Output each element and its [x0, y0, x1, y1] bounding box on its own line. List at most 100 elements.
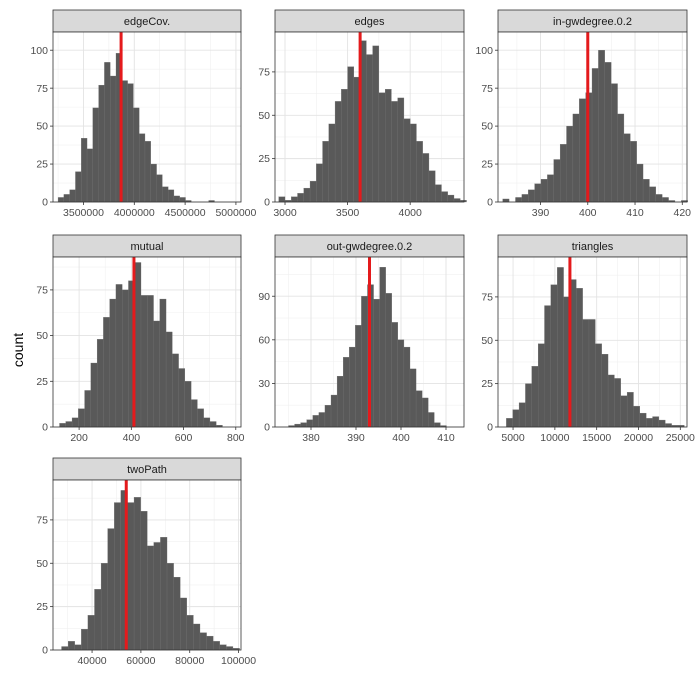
x-tick-label: 3500 [336, 207, 360, 219]
panel-mutual: mutual 0 25 50 75 200 400 600 800 [36, 234, 245, 444]
histogram-bar [65, 421, 73, 428]
y-tick-label: 25 [36, 376, 48, 388]
histogram-bar [601, 353, 609, 428]
histogram-bar [140, 295, 148, 428]
y-tick-label: 0 [264, 197, 270, 209]
histogram-bar [391, 322, 398, 428]
histogram-bar [180, 597, 187, 651]
histogram-bar [103, 317, 110, 428]
histogram-bar [104, 62, 111, 203]
y-axis-in-gwdegree-0-2: 0 25 50 75 100 [475, 45, 498, 209]
histogram-bar [528, 189, 535, 203]
y-tick-label: 25 [258, 153, 270, 165]
histogram-bar [617, 113, 625, 203]
histogram-bar [441, 191, 448, 203]
x-axis-edges: 3000 3500 4000 [273, 202, 422, 219]
histogram-bar [649, 186, 656, 203]
y-tick-label: 50 [36, 121, 48, 133]
histogram-bar [316, 163, 323, 203]
histogram-bar [595, 343, 602, 428]
x-tick-label: 80000 [175, 655, 204, 667]
strip-title-twopath: twoPath [127, 464, 167, 476]
histogram-bar [623, 133, 631, 203]
x-tick-label: 100000 [221, 655, 256, 667]
histogram-bar [512, 409, 520, 428]
histogram-bar [67, 641, 75, 651]
histogram-bar [409, 368, 417, 428]
histogram-bar [642, 179, 650, 203]
histogram-bar [206, 635, 214, 651]
bars-twopath [61, 490, 240, 651]
panel-border-edgecov [52, 31, 242, 203]
histogram-bar [391, 101, 398, 203]
x-axis-triangles: 5000 10000 15000 20000 25000 [501, 427, 695, 444]
strip-title-edges: edges [355, 16, 385, 28]
histogram-bar [74, 644, 82, 651]
histogram-bar [630, 141, 637, 203]
histogram-bar [167, 189, 175, 203]
histogram-bar [140, 511, 148, 651]
y-axis-mutual: 0 25 50 75 [36, 285, 53, 434]
x-tick-label: 40000 [77, 655, 106, 667]
histogram-bar [213, 641, 220, 651]
histogram-bar [86, 148, 93, 203]
histogram-bar [591, 68, 599, 203]
histogram-bar [515, 197, 523, 203]
histogram-bar [297, 193, 304, 203]
y-tick-label: 0 [42, 422, 48, 434]
histogram-bar [646, 418, 653, 428]
y-axis-twopath: 0 25 50 75 [36, 514, 53, 657]
x-tick-label: 25000 [666, 432, 695, 444]
x-tick-label: 4500000 [165, 207, 206, 219]
histogram-bar [153, 542, 161, 651]
histogram-bar [179, 197, 186, 203]
panel-border-in-gwdegree-0-2 [497, 31, 688, 203]
histogram-bar [639, 412, 647, 428]
histogram-bar [322, 141, 329, 203]
histogram-bar [61, 646, 69, 651]
histogram-bar [658, 419, 666, 428]
histogram-bar [278, 196, 286, 203]
histogram-bar [92, 107, 99, 203]
histogram-bar [372, 45, 380, 203]
histogram-bar [553, 159, 561, 203]
histogram-bar [190, 399, 198, 428]
histogram-bar [343, 357, 350, 428]
histogram-bar [173, 576, 181, 651]
x-axis-in-gwdegree-0-2: 390 400 410 420 [532, 202, 691, 219]
y-tick-label: 30 [258, 378, 270, 390]
histogram-bar [557, 267, 564, 428]
histogram-bar [620, 395, 628, 428]
histogram-bar [534, 183, 542, 203]
histogram-bar [366, 54, 373, 203]
histogram-bar [303, 187, 311, 203]
y-axis-edges: 0 25 50 75 [258, 66, 275, 209]
y-axis-out-gwdegree-0-2: 0 30 60 90 [258, 291, 275, 434]
histogram-bar [172, 353, 179, 428]
histogram-bar [219, 644, 227, 651]
y-tick-label: 0 [487, 197, 493, 209]
y-tick-label: 50 [481, 121, 493, 133]
histogram-bar [110, 75, 117, 203]
histogram-bar [59, 423, 66, 428]
strip-title-out-gwdegree-0-2: out-gwdegree.0.2 [327, 241, 413, 253]
histogram-bar [611, 83, 618, 203]
histogram-bar [134, 262, 142, 428]
histogram-bar [582, 319, 590, 428]
histogram-bar [614, 378, 621, 428]
histogram-bar [336, 375, 344, 428]
x-tick-label: 400 [579, 207, 597, 219]
histogram-bar [521, 194, 529, 203]
histogram-bar [318, 412, 326, 428]
panel-border-triangles [497, 256, 688, 428]
histogram-bar [199, 632, 207, 651]
histogram-bar [294, 423, 301, 428]
strip-title-triangles: triangles [572, 241, 614, 253]
histogram-bar [96, 339, 104, 428]
histogram-bar [78, 408, 85, 428]
y-tick-label: 75 [36, 83, 48, 95]
histogram-bar [566, 125, 574, 203]
y-axis-triangles: 0 25 50 75 [481, 291, 498, 434]
y-tick-label: 50 [481, 335, 493, 347]
